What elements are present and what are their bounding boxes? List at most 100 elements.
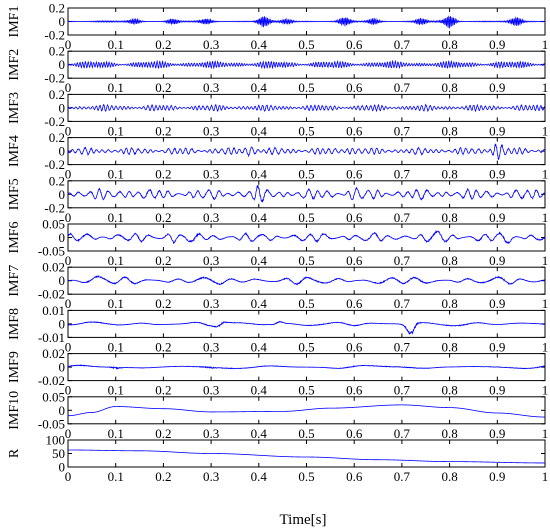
x-tick-label: 0 [65, 80, 72, 95]
x-tick-label: 0.5 [298, 37, 314, 52]
x-tick-label: 0.6 [346, 37, 363, 52]
x-tick-label: 0.5 [298, 426, 314, 441]
panel-imf9: 0.020-0.020 0.1 0.2 0.3 0.4 0.5 0.6 0.7 0.8 0.9 1I… [7, 346, 548, 398]
y-tick-label: 0 [59, 403, 66, 418]
y-tick-label: 0 [59, 230, 66, 245]
y-tick-label: 0 [59, 187, 66, 202]
x-tick-label: 0.2 [155, 296, 171, 311]
x-tick-label: 1 [542, 80, 549, 95]
y-axis-label: IMF1 [7, 6, 22, 38]
x-tick-label: 1 [542, 167, 549, 182]
y-tick-label: -0.01 [38, 330, 65, 345]
x-tick-label: 0.5 [298, 383, 314, 398]
x-tick-label: 0.1 [108, 80, 124, 95]
x-tick-label: 0.7 [394, 296, 411, 311]
x-tick-label: 0.9 [489, 383, 505, 398]
x-tick-label: 0.4 [251, 80, 268, 95]
x-tick-label: 0.3 [203, 469, 219, 484]
x-tick-label: 0.3 [203, 339, 219, 354]
x-tick-label: 1 [542, 339, 549, 354]
x-tick-label: 0.5 [298, 167, 314, 182]
x-tick-label: 1 [542, 383, 549, 398]
y-tick-label: -0.02 [38, 373, 65, 388]
y-tick-label: 0.2 [49, 87, 65, 102]
x-tick-label: 0.7 [394, 469, 411, 484]
x-tick-label: 0.8 [441, 469, 457, 484]
x-tick-label: 0.4 [251, 296, 268, 311]
x-tick-label: 0.9 [489, 469, 505, 484]
series-line-imf8 [67, 320, 546, 335]
y-tick-label: 50 [52, 446, 65, 461]
y-axis-label: IMF10 [7, 391, 22, 430]
x-tick-label: 0.1 [108, 339, 124, 354]
y-tick-label: -0.2 [44, 200, 65, 215]
x-tick-label: 1 [542, 37, 549, 52]
x-tick-label: 0.8 [441, 383, 457, 398]
panels-group: 0.20-0.20 0.1 0.2 0.3 0.4 0.5 0.6 0.7 0.8 0.9 1IMF… [7, 1, 548, 485]
x-tick-label: 0.9 [489, 210, 505, 225]
x-tick-label: 0.2 [155, 80, 171, 95]
series-line-imf10 [68, 404, 545, 418]
x-tick-label: 0.2 [155, 383, 171, 398]
x-tick-label: 0.1 [108, 123, 124, 138]
x-tick-label: 0 [65, 210, 72, 225]
x-tick-label: 0 [65, 383, 72, 398]
x-tick-label: 1 [542, 123, 549, 138]
series-line-imf5 [67, 184, 546, 203]
panel-imf1: 0.20-0.20 0.1 0.2 0.3 0.4 0.5 0.6 0.7 0.8 0.9 1IMF… [7, 1, 548, 53]
x-tick-label: 0.5 [298, 253, 314, 268]
y-tick-label: -0.2 [44, 28, 65, 43]
y-axis-label: IMF3 [7, 92, 22, 124]
x-tick-label: 0.5 [298, 469, 314, 484]
x-tick-label: 0.8 [441, 426, 457, 441]
y-tick-label: 0 [59, 316, 66, 331]
x-tick-label: 0.1 [108, 37, 124, 52]
x-tick-label: 0.4 [251, 167, 268, 182]
x-tick-label: 0.3 [203, 253, 219, 268]
x-tick-label: 0.7 [394, 383, 411, 398]
panel-imf8: 0.010-0.010 0.1 0.2 0.3 0.4 0.5 0.6 0.7 0.8 0.9 1I… [7, 303, 548, 355]
x-tick-label: 0.8 [441, 123, 457, 138]
x-tick-label: 0.2 [155, 37, 171, 52]
y-tick-label: -0.05 [38, 244, 65, 259]
x-tick-label: 0.2 [155, 469, 171, 484]
x-tick-label: 0.9 [489, 339, 505, 354]
x-tick-label: 0.4 [251, 37, 268, 52]
x-tick-label: 0 [65, 37, 72, 52]
panel-imf10: 0.050-0.050 0.1 0.2 0.3 0.4 0.5 0.6 0.7 0.8 0.9 1I… [7, 389, 548, 441]
y-tick-label: 100 [46, 433, 66, 448]
y-tick-label: -0.2 [44, 71, 65, 86]
x-tick-label: 0.4 [251, 210, 268, 225]
panel-imf2: 0.20-0.20 0.1 0.2 0.3 0.4 0.5 0.6 0.7 0.8 0.9 1IMF… [7, 44, 548, 95]
axes-frame [67, 439, 546, 468]
x-tick-label: 0.2 [155, 123, 171, 138]
x-tick-label: 0 [65, 123, 72, 138]
y-tick-label: -0.2 [44, 157, 65, 172]
y-tick-label: -0.2 [44, 114, 65, 129]
x-tick-label: 1 [542, 253, 549, 268]
x-tick-label: 0.1 [108, 469, 124, 484]
x-tick-label: 0 [65, 469, 72, 484]
x-tick-label: 0.6 [346, 296, 363, 311]
series-line-r [68, 449, 545, 464]
y-tick-label: 0 [59, 57, 66, 72]
series-line-imf6 [67, 229, 546, 245]
x-tick-label: 0.4 [251, 383, 268, 398]
x-tick-label: 0.5 [298, 210, 314, 225]
x-tick-label: 1 [542, 296, 549, 311]
x-tick-label: 0.7 [394, 339, 411, 354]
x-tick-label: 0 [65, 339, 72, 354]
x-tick-label: 0.4 [251, 253, 268, 268]
x-axis-label: Time[s] [280, 512, 327, 528]
x-tick-label: 0 [65, 296, 72, 311]
x-tick-label: 0.7 [394, 426, 411, 441]
x-tick-label: 0.5 [298, 296, 314, 311]
y-axis-label: IMF5 [7, 178, 22, 210]
y-tick-label: 0 [59, 460, 66, 475]
x-tick-label: 1 [542, 210, 549, 225]
y-tick-label: 0 [59, 273, 66, 288]
x-tick-label: 0.7 [394, 80, 411, 95]
x-tick-label: 0.6 [346, 339, 363, 354]
y-axis-label: IMF8 [7, 308, 22, 340]
